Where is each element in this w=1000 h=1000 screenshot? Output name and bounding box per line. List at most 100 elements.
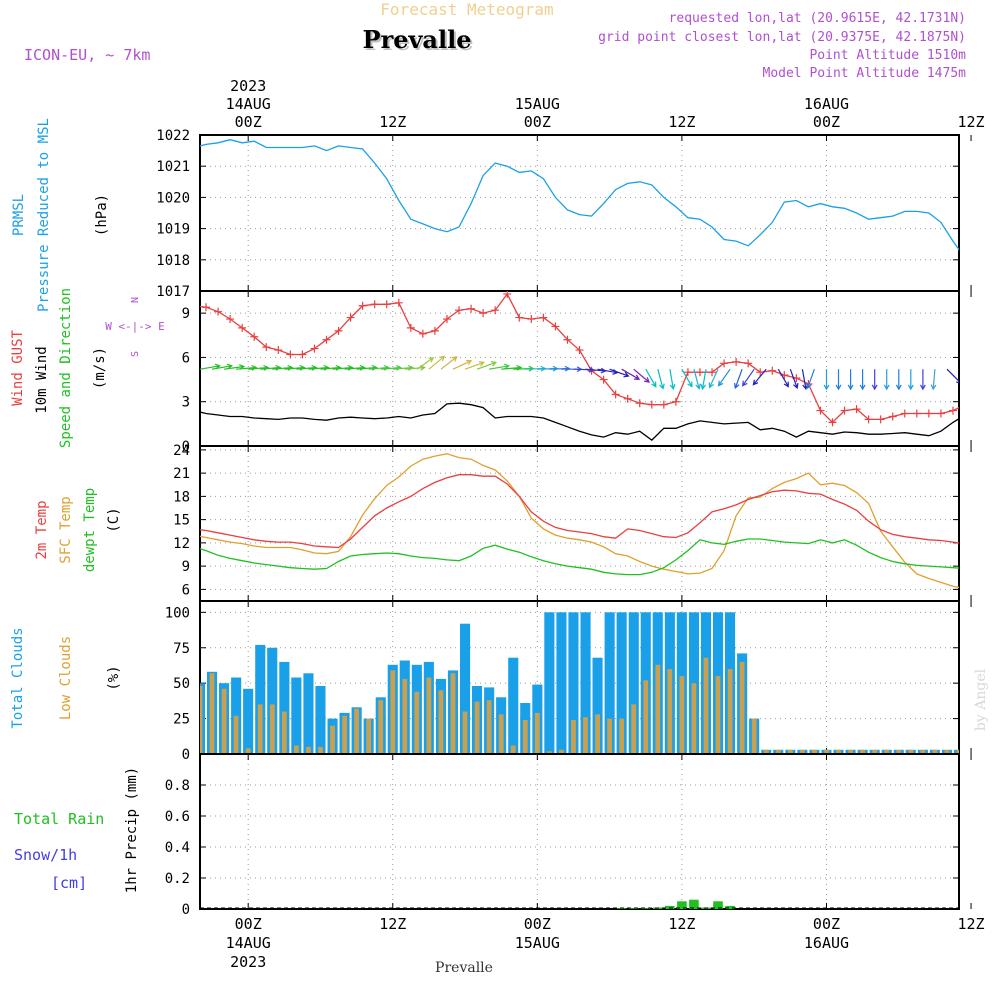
total-cloud-bar	[978, 750, 988, 754]
low-cloud-bar	[534, 712, 540, 754]
panel-clouds: 0 25 50 75 100 Total Clouds Low Clouds (%)	[10, 600, 998, 763]
y-tick-label: 9	[182, 306, 190, 322]
wind-arrow	[452, 359, 473, 370]
total-cloud-bar	[267, 647, 278, 754]
label-total-rain: Total Rain	[14, 810, 104, 828]
y-tick-label: 15	[173, 513, 190, 529]
gust-marker	[455, 306, 464, 315]
wind-arrow	[871, 369, 878, 391]
low-cloud-bar	[824, 749, 829, 754]
total-cloud-bar	[604, 612, 615, 754]
plot-area	[200, 612, 998, 754]
total-cloud-bar	[279, 661, 290, 754]
label-speed-direction: Speed and Direction	[58, 288, 74, 448]
low-cloud-bar	[354, 708, 359, 754]
low-cloud-bar	[715, 676, 721, 754]
low-cloud-bar	[402, 678, 408, 754]
total-cloud-bar	[592, 657, 603, 754]
compass-n: N	[130, 297, 141, 303]
wind-arrow	[847, 369, 854, 391]
wind-arrow	[752, 368, 767, 386]
gust-marker	[418, 329, 427, 338]
gust-marker	[515, 313, 524, 322]
x-tick-label-bottom: 12Z	[379, 915, 406, 933]
gust-marker	[190, 302, 198, 310]
plot-area	[200, 139, 959, 251]
x-tick-label-bottom: 12Z	[668, 915, 695, 933]
label-hpa: (hPa)	[94, 194, 110, 236]
gust-marker	[985, 367, 993, 375]
low-cloud-bar	[366, 718, 372, 754]
low-cloud-bar	[932, 749, 938, 754]
x-tick-label-top: 00Z	[524, 113, 551, 131]
low-cloud-bar	[872, 749, 878, 754]
total-cloud-bar	[303, 673, 314, 754]
y-tick-label: 1019	[156, 222, 190, 238]
wind-arrow	[211, 363, 233, 370]
label-sfc-temp: SFC Temp	[58, 496, 74, 563]
low-cloud-bar	[667, 669, 673, 754]
low-cloud-bar	[390, 670, 396, 754]
label-gust: Wind GUST	[10, 330, 26, 406]
gust-marker	[768, 366, 777, 375]
low-cloud-bar	[703, 657, 709, 754]
low-cloud-bar	[691, 683, 697, 754]
low-cloud-bar	[269, 704, 275, 754]
pressure-line	[200, 139, 959, 251]
gust-marker	[334, 326, 343, 335]
requested-coords: requested lon,lat (20.9615E, 42.1731N)	[669, 11, 966, 26]
wind-arrow	[946, 368, 959, 384]
low-cloud-bar	[993, 750, 998, 754]
y-tick-label: 0	[182, 902, 190, 918]
compass-s: S	[130, 351, 141, 357]
total-cloud-bar	[231, 677, 242, 754]
y-tick-label: 21	[173, 466, 190, 482]
label-total-clouds: Total Clouds	[10, 627, 26, 728]
low-cloud-bar	[848, 749, 853, 754]
low-cloud-bar	[643, 680, 649, 754]
x-tick-label-bottom: 15AUG	[515, 934, 560, 952]
total-cloud-bar	[508, 657, 519, 754]
wind-arrow	[669, 369, 676, 391]
panel-wind: 0 3 6 9 Wind GUST 10m Wind Speed and Direction…	[10, 288, 993, 455]
total-cloud-bar	[291, 677, 302, 754]
wind-arrow	[464, 361, 485, 370]
wind-arrow	[428, 355, 446, 370]
gust-marker	[635, 399, 644, 408]
wind-arrow	[488, 363, 511, 370]
total-cloud-bar	[688, 612, 699, 754]
low-cloud-bar	[474, 701, 480, 754]
gust-marker	[563, 335, 572, 344]
wind-arrow	[440, 356, 458, 370]
gust-marker	[659, 400, 668, 409]
gust-marker	[671, 397, 680, 406]
wind-arrow	[621, 368, 641, 380]
gust-marker	[647, 400, 656, 409]
y-tick-label: 1020	[156, 190, 190, 206]
rain-bar	[689, 899, 699, 909]
y-tick-label: 75	[173, 641, 190, 657]
total-cloud-bar	[568, 612, 579, 754]
wind-arrow	[777, 368, 789, 388]
label-low-clouds: Low Clouds	[58, 636, 74, 720]
gust-marker	[732, 357, 741, 366]
low-cloud-bar	[920, 749, 926, 754]
low-cloud-bar	[294, 745, 299, 754]
low-cloud-bar	[498, 714, 504, 754]
low-cloud-bar	[595, 714, 600, 754]
gust-marker	[322, 335, 331, 344]
wind-arrow	[645, 368, 657, 388]
gust-marker	[816, 406, 825, 415]
wind-arrow	[919, 369, 926, 391]
gust-marker	[430, 326, 439, 335]
total-cloud-bar	[255, 644, 266, 754]
gust-marker	[611, 390, 620, 399]
gust-marker	[202, 303, 211, 312]
model-altitude: Model Point Altitude 1475m	[763, 66, 967, 81]
total-cloud-bar	[200, 683, 205, 754]
y-tick-label: 100	[165, 605, 190, 621]
low-cloud-bar	[257, 704, 263, 754]
low-cloud-bar	[812, 749, 817, 754]
wind-line	[200, 402, 959, 441]
